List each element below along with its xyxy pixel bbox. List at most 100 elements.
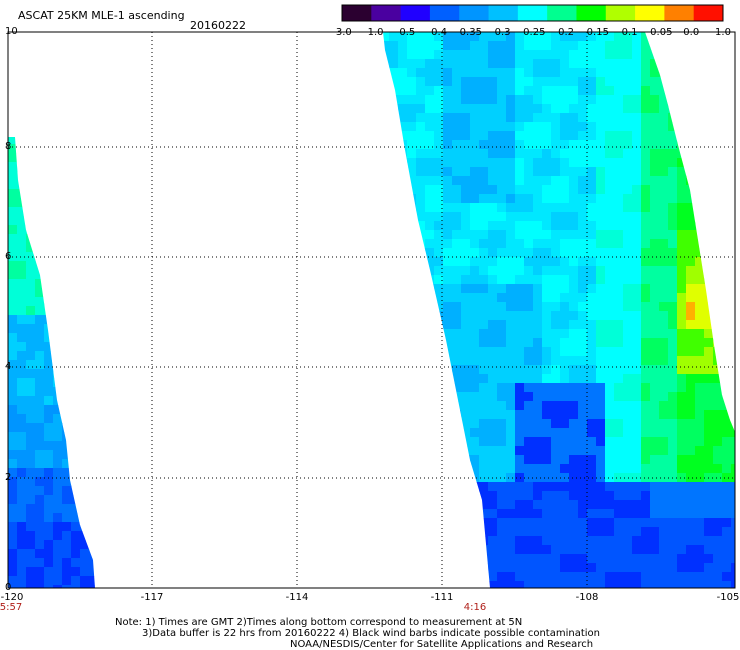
wind-cell bbox=[650, 248, 660, 258]
wind-cell bbox=[398, 446, 408, 456]
wind-cell bbox=[695, 311, 705, 321]
wind-cell bbox=[632, 320, 642, 330]
wind-cell bbox=[398, 338, 408, 348]
wind-cell bbox=[89, 459, 95, 469]
wind-cell bbox=[596, 527, 606, 537]
wind-cell bbox=[398, 401, 408, 411]
wind-cell bbox=[35, 153, 45, 163]
wind-cell bbox=[53, 306, 63, 316]
wind-cell bbox=[434, 518, 444, 528]
wind-cell bbox=[650, 185, 660, 195]
wind-cell bbox=[515, 248, 525, 258]
wind-cell bbox=[62, 351, 72, 361]
wind-cell bbox=[407, 554, 417, 564]
wind-cell bbox=[722, 311, 732, 321]
wind-cell bbox=[434, 284, 444, 294]
wind-cell bbox=[713, 176, 723, 186]
wind-cell bbox=[26, 261, 36, 271]
wind-cell bbox=[17, 360, 27, 370]
wind-cell bbox=[641, 266, 651, 276]
wind-cell bbox=[650, 491, 660, 501]
wind-cell bbox=[89, 144, 95, 154]
wind-cell bbox=[641, 392, 651, 402]
wind-cell bbox=[443, 428, 453, 438]
colorbar-label: -0.4 bbox=[427, 27, 448, 38]
wind-cell bbox=[470, 365, 480, 375]
wind-cell bbox=[389, 59, 399, 69]
wind-cell bbox=[713, 545, 723, 555]
wind-cell bbox=[389, 176, 399, 186]
wind-cell bbox=[596, 95, 606, 105]
wind-cell bbox=[614, 338, 624, 348]
wind-cell bbox=[488, 176, 498, 186]
wind-cell bbox=[407, 581, 417, 588]
wind-cell bbox=[632, 491, 642, 501]
wind-cell bbox=[8, 137, 18, 145]
wind-cell bbox=[515, 365, 525, 375]
wind-cell bbox=[623, 518, 633, 528]
wind-cell bbox=[488, 122, 498, 132]
wind-cell bbox=[650, 131, 660, 141]
wind-cell bbox=[443, 311, 453, 321]
wind-cell bbox=[470, 509, 480, 519]
wind-cell bbox=[551, 302, 561, 312]
wind-cell bbox=[668, 311, 678, 321]
wind-cell bbox=[542, 437, 552, 447]
wind-cell bbox=[695, 302, 705, 312]
wind-cell bbox=[722, 518, 732, 528]
wind-cell bbox=[53, 261, 63, 271]
wind-cell bbox=[704, 554, 714, 564]
wind-cell bbox=[461, 491, 471, 501]
wind-cell bbox=[383, 437, 390, 447]
wind-cell bbox=[389, 527, 399, 537]
wind-cell bbox=[452, 50, 462, 60]
wind-cell bbox=[479, 41, 489, 51]
wind-cell bbox=[659, 500, 669, 510]
wind-cell bbox=[35, 495, 45, 505]
wind-cell bbox=[434, 59, 444, 69]
wind-cell bbox=[524, 311, 534, 321]
wind-cell bbox=[416, 446, 426, 456]
wind-cell bbox=[479, 536, 489, 546]
wind-cell bbox=[425, 203, 435, 213]
wind-cell bbox=[668, 356, 678, 366]
wind-cell bbox=[623, 437, 633, 447]
wind-cell bbox=[542, 383, 552, 393]
wind-cell bbox=[497, 140, 507, 150]
wind-cell bbox=[668, 401, 678, 411]
wind-cell bbox=[551, 347, 561, 357]
wind-cell bbox=[578, 482, 588, 492]
wind-cell bbox=[659, 329, 669, 339]
wind-cell bbox=[641, 176, 651, 186]
wind-cell bbox=[398, 167, 408, 177]
wind-cell bbox=[416, 455, 426, 465]
wind-cell bbox=[506, 50, 516, 60]
wind-cell bbox=[89, 405, 95, 415]
wind-cell bbox=[497, 194, 507, 204]
wind-cell bbox=[650, 464, 660, 474]
wind-cell bbox=[398, 329, 408, 339]
wind-cell bbox=[425, 284, 435, 294]
wind-cell bbox=[668, 266, 678, 276]
wind-cell bbox=[80, 522, 90, 532]
wind-cell bbox=[515, 302, 525, 312]
wind-cell bbox=[677, 410, 687, 420]
wind-cell bbox=[641, 257, 651, 267]
wind-cell bbox=[596, 185, 606, 195]
wind-cell bbox=[53, 504, 63, 514]
wind-cell bbox=[623, 50, 633, 60]
wind-cell bbox=[704, 50, 714, 60]
wind-cell bbox=[407, 230, 417, 240]
wind-cell bbox=[587, 41, 597, 51]
wind-cell bbox=[605, 500, 615, 510]
wind-cell bbox=[596, 437, 606, 447]
wind-cell bbox=[650, 203, 660, 213]
wind-cell bbox=[17, 522, 27, 532]
wind-cell bbox=[488, 266, 498, 276]
wind-cell bbox=[533, 446, 543, 456]
wind-cell bbox=[506, 464, 516, 474]
wind-cell bbox=[704, 527, 714, 537]
wind-cell bbox=[704, 365, 714, 375]
colorbar-label: -0.2 bbox=[554, 27, 575, 38]
wind-cell bbox=[659, 536, 669, 546]
